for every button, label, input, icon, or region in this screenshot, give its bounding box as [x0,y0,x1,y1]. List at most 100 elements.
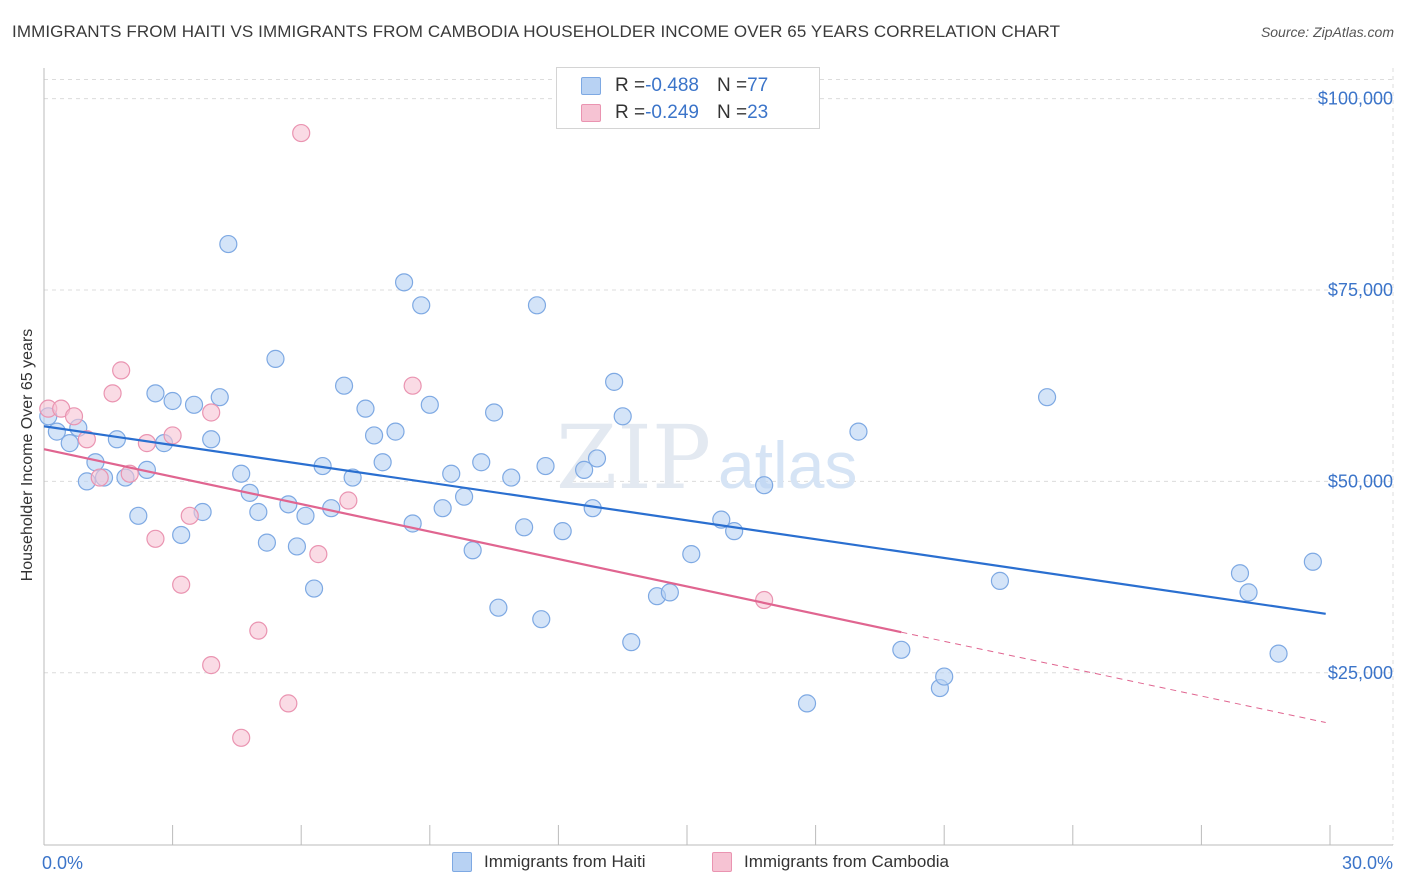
haiti-point [755,476,774,495]
haiti-point [472,453,491,472]
cambodia-point [64,407,84,426]
haiti-point [184,395,204,414]
haiti-point [935,667,954,686]
cambodia-trend-extension [901,631,1326,724]
source-note: Source: ZipAtlas.com [1260,24,1394,40]
series-swatch-haiti [452,852,472,872]
haiti-point [527,296,547,315]
haiti-point [502,468,521,487]
haiti-point [266,349,285,368]
cambodia-point [172,575,191,594]
legend-swatch-cambodia [581,104,601,122]
cambodia-point [232,728,251,747]
haiti-point [334,376,354,395]
legend-n-value: 23 [747,102,769,123]
haiti-point [219,234,238,254]
haiti-point [849,422,868,441]
legend-r-label: R = [615,75,646,96]
haiti-point [364,426,384,445]
haiti-point [485,403,504,422]
haiti-point [257,533,277,552]
cambodia-point [339,491,358,510]
legend-swatch-haiti [581,77,601,95]
haiti-point [296,506,315,525]
haiti-point [210,388,229,407]
haiti-point [287,537,307,556]
legend-n-label: N = [716,102,748,123]
haiti-point [279,495,298,514]
haiti-point [536,456,555,476]
haiti-point [1239,583,1258,602]
chart-title: IMMIGRANTS FROM HAITI VS IMMIGRANTS FROM… [12,22,1061,41]
legend-r-label: R = [615,102,646,123]
y-tick-label: $75,000 [1328,280,1393,300]
haiti-point [532,610,551,629]
cambodia-point [112,361,131,380]
haiti-point [515,518,534,537]
legend-n-value: 77 [747,75,769,96]
y-axis-label: Householder Income Over 65 years [19,328,36,582]
haiti-point [463,541,482,560]
haiti-point [613,407,632,426]
haiti-point [990,571,1010,590]
haiti-point [797,694,817,713]
cambodia-point [202,403,221,422]
haiti-point [575,460,594,479]
cambodia-trend-line [43,448,902,634]
x-tick-label: 0.0% [42,853,83,873]
axis-layer [43,68,1393,846]
series-legend-haiti: Immigrants from Haiti [452,852,646,872]
haiti-point [394,273,414,292]
watermark-zip: ZIP [556,406,711,509]
watermark-atlas: atlas [718,428,857,502]
cambodia-point [755,590,774,610]
watermark: ZIP atlas [556,406,857,509]
cambodia-point [163,426,182,445]
cambodia-point [103,384,122,403]
haiti-point [249,502,268,522]
legend-r-value: -0.488 [645,75,699,96]
haiti-point [146,384,165,403]
series-label-cambodia: Immigrants from Cambodia [744,852,950,871]
legend-r-value: -0.249 [645,102,699,123]
y-tick-label: $50,000 [1328,471,1393,491]
haiti-point [107,430,126,449]
haiti-point [622,633,641,652]
haiti-point [489,598,508,617]
haiti-point [232,464,251,483]
haiti-point [373,453,392,472]
legend-row-haiti: R = -0.488 N = 77 [581,74,768,98]
haiti-point [356,399,375,418]
cambodia-point [90,468,109,487]
haiti-point [172,525,191,545]
series-label-haiti: Immigrants from Haiti [484,852,646,871]
haiti-point [60,434,79,453]
haiti-point [420,395,439,414]
haiti-point [725,522,744,541]
haiti-point [343,468,362,487]
haiti-point [682,545,701,564]
cambodia-point [77,430,96,449]
haiti-point [660,583,679,602]
cambodia-point [403,376,422,395]
haiti-point [892,640,911,659]
y-tick-label: $25,000 [1328,663,1393,683]
haiti-point [433,499,452,518]
haiti-point [129,506,148,525]
haiti-point [587,449,607,468]
series-swatch-cambodia [712,852,732,872]
haiti-point [163,391,182,411]
trend-layer [43,425,1326,724]
y-tick-label: $100,000 [1318,89,1393,109]
haiti-point [1303,552,1322,571]
points-layer [39,123,1322,747]
cambodia-point [180,506,199,525]
haiti-point [454,487,474,506]
legend-row-cambodia: R = -0.249 N = 23 [581,101,768,125]
haiti-trend-line [43,425,1326,615]
haiti-point [1230,564,1250,583]
haiti-point [1269,644,1288,663]
haiti-point [1037,388,1057,407]
series-legend-cambodia: Immigrants from Cambodia [712,852,949,872]
